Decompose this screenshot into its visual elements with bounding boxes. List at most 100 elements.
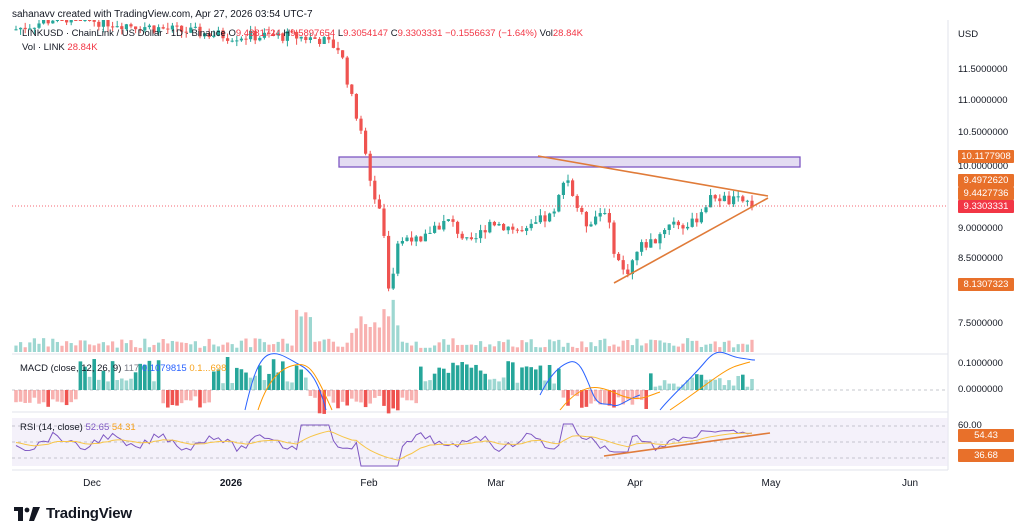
candle-body xyxy=(193,26,197,28)
macd-line-early xyxy=(244,353,327,411)
resistance-price-label: 10.1177908 xyxy=(958,150,1014,163)
candle-body xyxy=(690,218,694,227)
candle-body xyxy=(727,195,731,205)
macd-hist-bar xyxy=(409,390,414,401)
macd-hist-bar xyxy=(432,373,437,390)
currency-label[interactable]: USD xyxy=(958,29,979,40)
volume-bar xyxy=(359,316,363,352)
candle-body xyxy=(295,31,299,39)
candle-body xyxy=(718,198,722,202)
volume-bar xyxy=(51,338,55,352)
tradingview-brand[interactable]: TradingView xyxy=(14,505,132,522)
candle-body xyxy=(249,31,253,40)
symbol-legend[interactable]: LINKUSD · ChainLink / US Dollar · 1D · B… xyxy=(22,28,583,39)
candle-body xyxy=(750,200,754,208)
macd-hist-bar xyxy=(37,390,41,404)
volume-bar xyxy=(83,340,87,352)
middle-price-label: 9.4427736 xyxy=(958,187,1014,200)
macd-hist-bar xyxy=(216,369,221,390)
volume-bar xyxy=(414,341,418,352)
candle-body xyxy=(713,195,717,199)
volume-bar xyxy=(124,343,128,352)
volume-bar xyxy=(373,322,377,352)
macd-hist-bar xyxy=(92,359,96,390)
x-tick-jun: Jun xyxy=(901,478,919,489)
macd-hist-bar xyxy=(207,390,211,403)
volume-bar xyxy=(106,345,110,352)
candle-body xyxy=(170,25,174,30)
rsi-ma-value: 54.31 xyxy=(111,422,136,433)
macd-hist-bar xyxy=(589,390,593,404)
candle-body xyxy=(318,38,322,44)
tradingview-logo-icon xyxy=(14,506,40,521)
macd-hist-bar xyxy=(221,383,225,390)
candle-body xyxy=(589,224,593,227)
volume-bar xyxy=(502,342,506,352)
volume-bar xyxy=(65,341,69,352)
candle-body xyxy=(741,196,745,202)
volume-bar xyxy=(138,347,142,352)
signal-line-mid xyxy=(559,386,661,411)
candle-body xyxy=(313,37,317,39)
candle-body xyxy=(216,30,220,36)
candle-body xyxy=(479,230,483,239)
macd-hist-bar xyxy=(285,381,290,390)
candle-body xyxy=(598,213,602,217)
volume-bar xyxy=(345,342,349,352)
candle-body xyxy=(88,20,92,21)
rsi-legend[interactable]: RSI (14, close) 52.65 54.31 xyxy=(20,422,136,433)
macd-hist-bar xyxy=(152,381,156,390)
close-label: C xyxy=(390,28,398,39)
volume-bar xyxy=(92,345,96,352)
candle-body xyxy=(722,195,726,202)
candle-body xyxy=(253,31,257,41)
macd-hist-bar xyxy=(156,360,161,390)
volume-bar xyxy=(281,338,285,352)
candle-body xyxy=(594,216,598,225)
candle-body xyxy=(621,260,625,270)
macd-hist-bar xyxy=(419,366,423,390)
volume-bar xyxy=(313,341,317,352)
macd-hist-bar xyxy=(115,380,119,390)
candle-body xyxy=(437,225,441,230)
volume-bar xyxy=(230,344,234,352)
candle-body xyxy=(630,260,634,275)
candle-body xyxy=(502,224,506,231)
macd-hist-bar xyxy=(750,378,754,390)
symbol-title[interactable]: LINKUSD · ChainLink / US Dollar · 1D · B… xyxy=(22,28,226,39)
volume-bar xyxy=(295,309,299,352)
macd-hist-bar xyxy=(120,378,124,390)
volume-bar xyxy=(617,346,621,352)
volume-bar xyxy=(290,345,294,352)
volume-legend[interactable]: Vol · LINK 28.84K xyxy=(22,42,98,53)
candle-body xyxy=(557,194,561,212)
candle-body xyxy=(603,213,607,215)
macd-legend[interactable]: MACD (close, 12, 26, 9) 117 0.1079815 0.… xyxy=(20,363,226,374)
rsi-price-label: 54.43 xyxy=(958,429,1014,442)
volume-bar xyxy=(649,339,653,352)
macd-hist-bar xyxy=(248,377,253,390)
candle-body xyxy=(686,226,690,229)
candle-body xyxy=(617,253,621,261)
volume-bar xyxy=(520,340,524,352)
volume-bar xyxy=(285,343,289,352)
candle-body xyxy=(428,232,432,234)
macd-hist-bar xyxy=(46,390,50,407)
rsi-value: 52.65 xyxy=(85,422,110,433)
volume-bar xyxy=(483,346,487,352)
macd-hist-bar xyxy=(557,368,561,390)
candle-body xyxy=(161,27,165,29)
candle-body xyxy=(736,196,740,198)
macd-hist-bar xyxy=(603,390,607,404)
candle-body xyxy=(414,236,418,242)
volume-bar xyxy=(552,341,556,352)
vol-label: Vol xyxy=(539,28,553,39)
volume-bar xyxy=(672,345,676,352)
macd-hist-bar xyxy=(506,361,510,390)
macd-hist-bar xyxy=(244,372,248,390)
volume-bar xyxy=(184,342,188,352)
candle-body xyxy=(534,222,538,224)
candle-body xyxy=(538,215,542,223)
macd-hist-bar xyxy=(469,367,474,390)
